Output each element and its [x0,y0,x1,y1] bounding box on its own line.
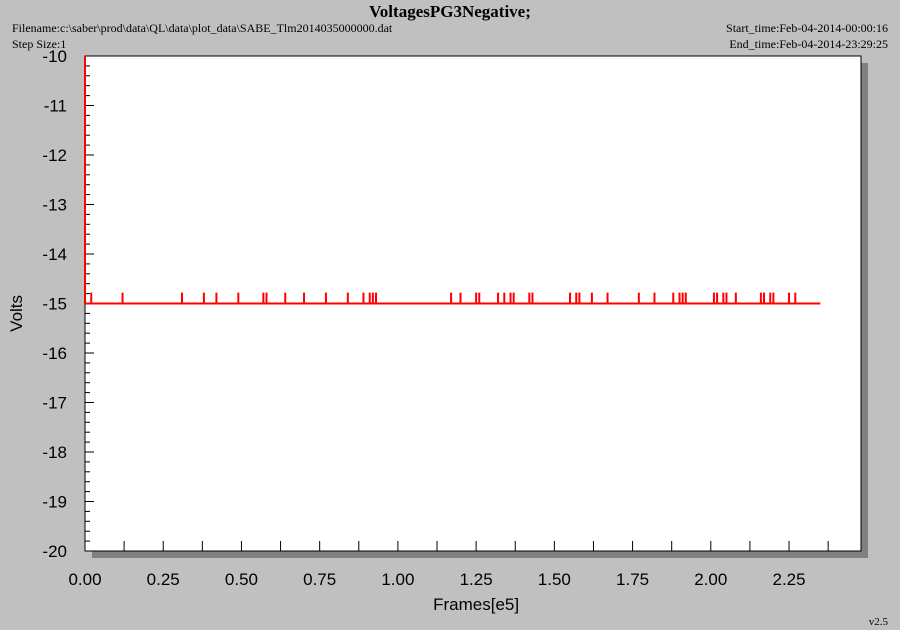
y-tick-label: -19 [42,493,67,512]
x-tick-label: 1.50 [538,570,571,589]
x-axis-label: Frames[e5] [433,595,519,614]
chart-title: VoltagesPG3Negative; [369,2,531,21]
y-tick-label: -16 [42,344,67,363]
y-tick-label: -13 [42,196,67,215]
y-tick-label: -17 [42,394,67,413]
y-tick-label: -10 [42,47,67,66]
x-tick-label: 1.00 [381,570,414,589]
x-tick-label: 2.25 [772,570,805,589]
x-tick-label: 0.50 [225,570,258,589]
end-time-label: End_time:Feb-04-2014-23:29:25 [729,37,888,51]
y-tick-label: -11 [44,97,67,116]
x-tick-label: 1.75 [616,570,649,589]
y-tick-label: -18 [42,443,67,462]
step-size-label: Step Size:1 [12,37,67,51]
filename-label: Filename:c:\saber\prod\data\QL\data\plot… [12,21,393,35]
x-tick-label: 0.25 [147,570,180,589]
y-tick-label: -12 [42,146,67,165]
start-time-label: Start_time:Feb-04-2014-00:00:16 [726,21,888,35]
version-label: v2.5 [868,616,888,628]
y-tick-label: -14 [42,245,67,264]
x-tick-label: 0.75 [303,570,336,589]
x-tick-label: 0.00 [68,570,101,589]
x-tick-label: 2.00 [694,570,727,589]
y-tick-label: -15 [42,295,67,314]
x-tick-label: 1.25 [460,570,493,589]
y-axis-label: Volts [7,295,26,332]
y-tick-label: -20 [42,542,67,561]
